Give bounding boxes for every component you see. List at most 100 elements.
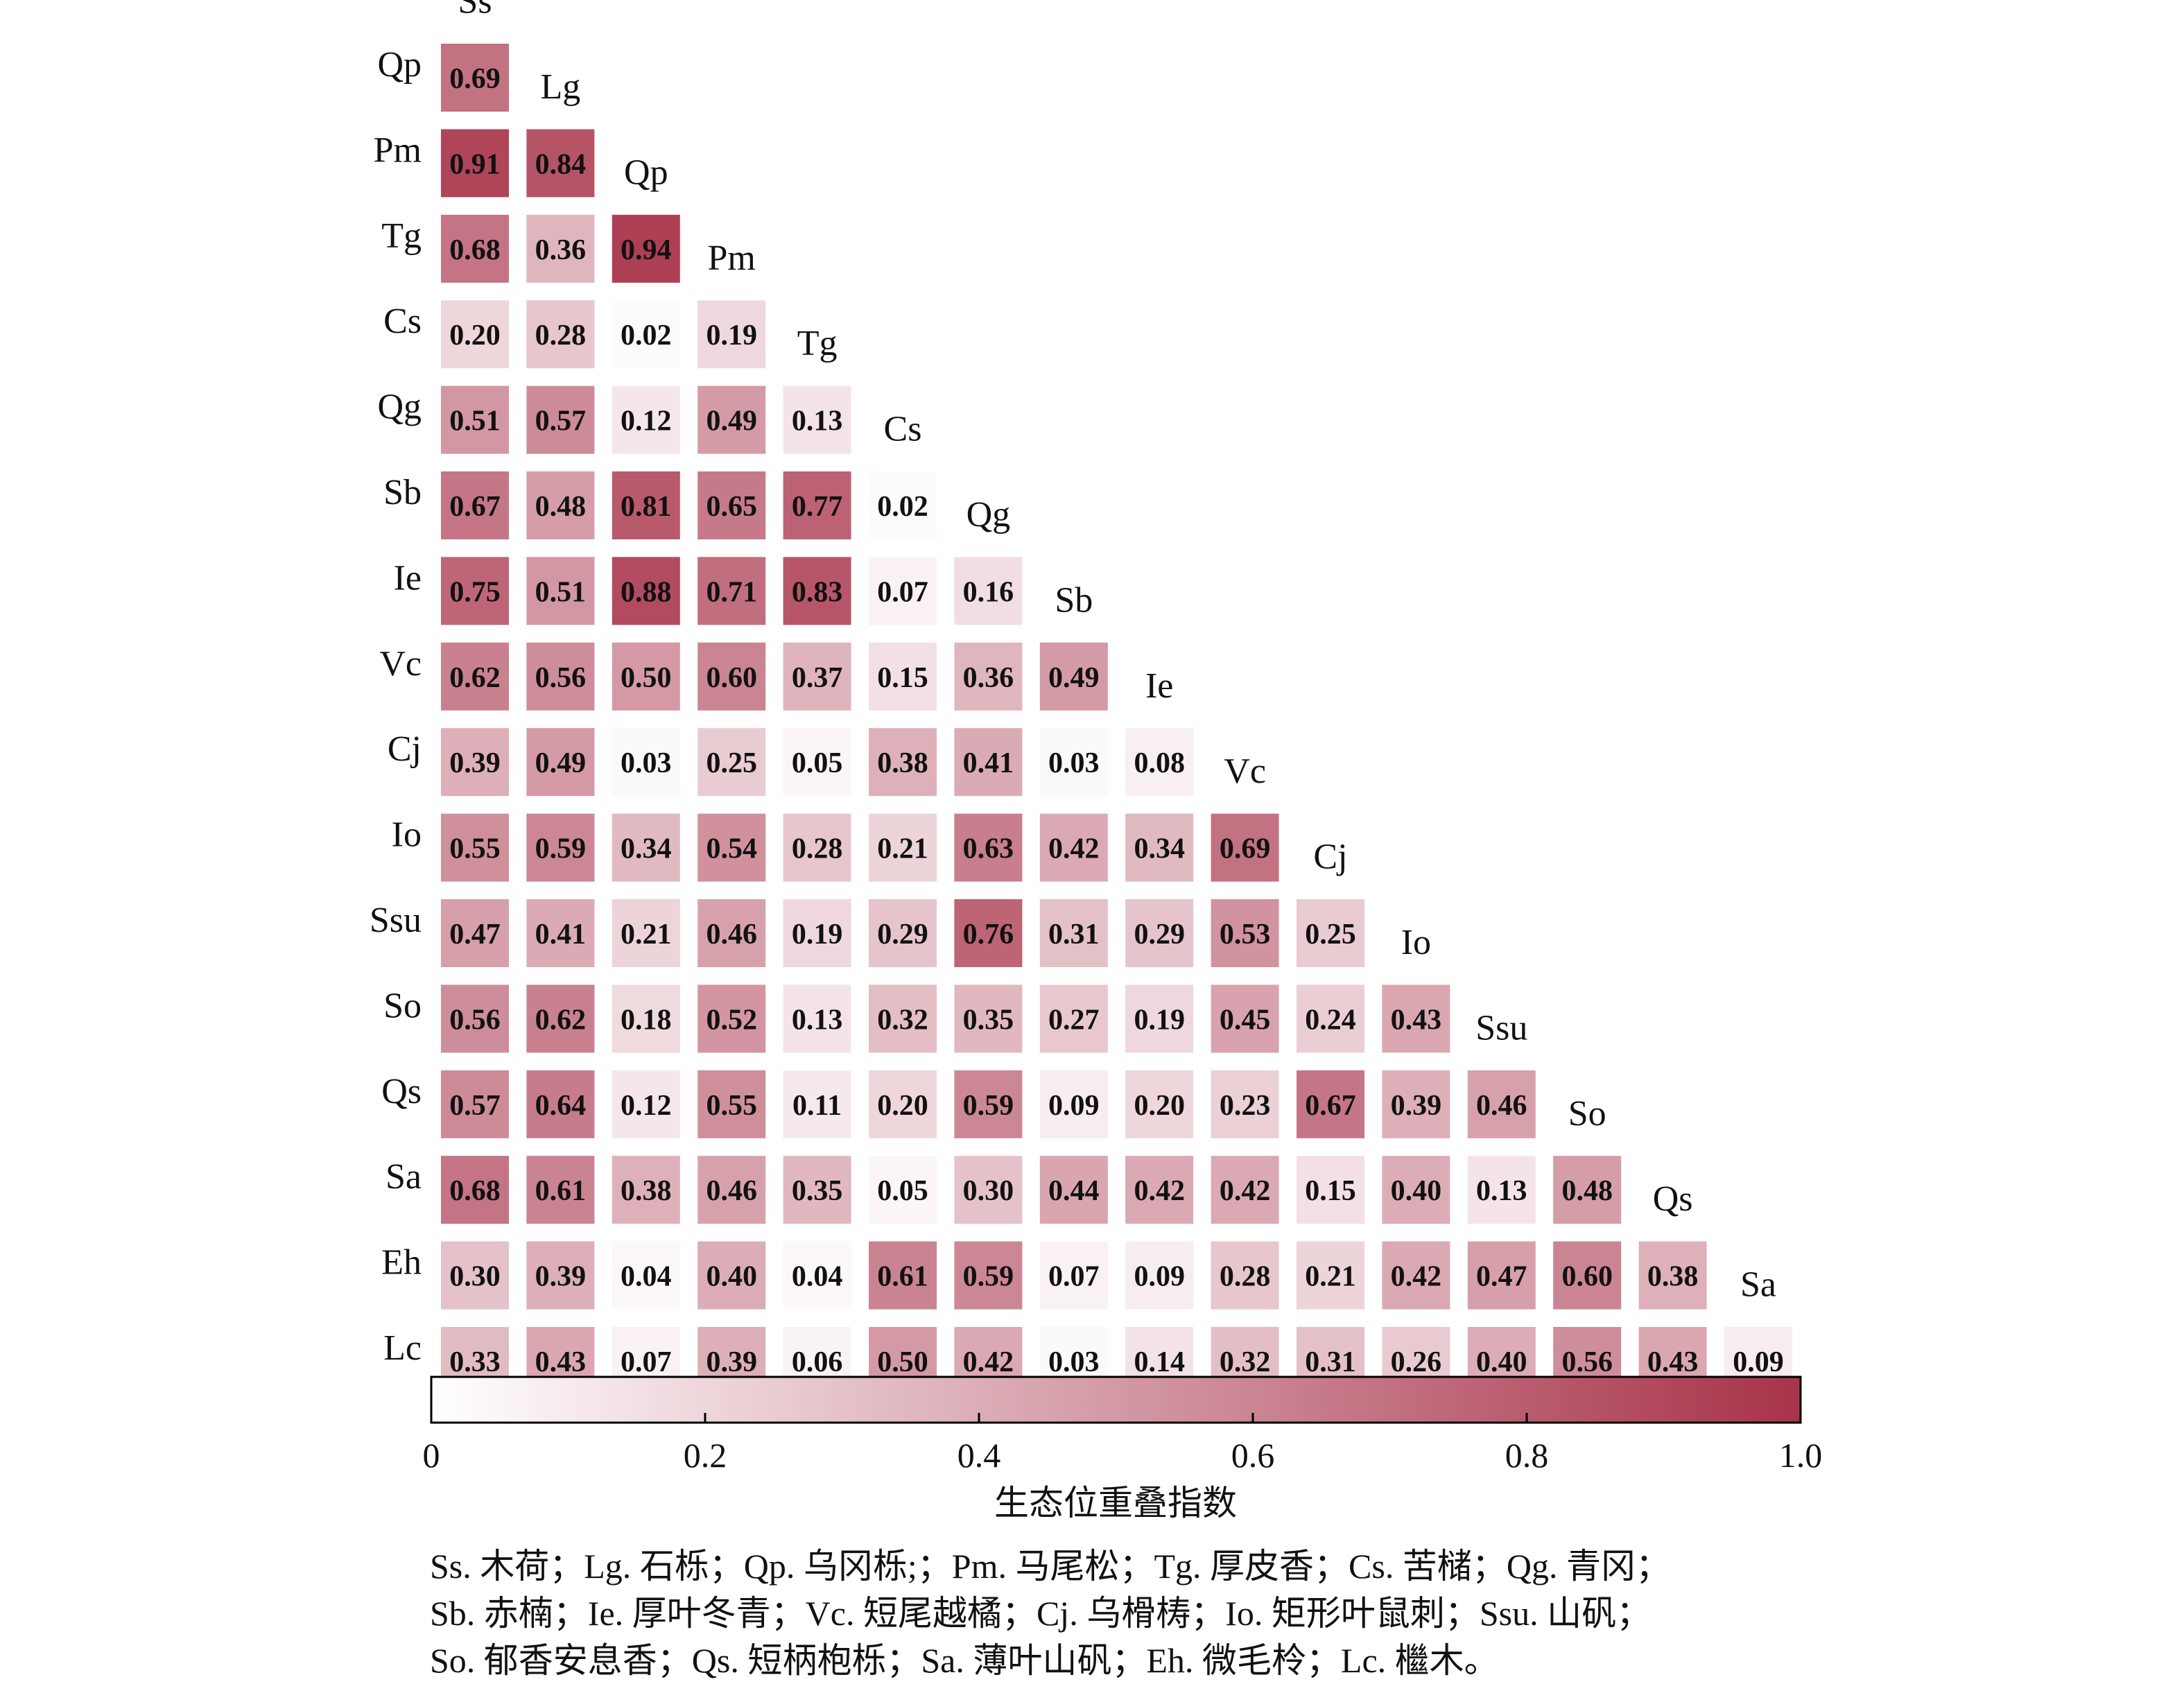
- column-label: Ssu: [1475, 1008, 1527, 1048]
- heatmap-cell: [1039, 899, 1108, 967]
- column-label: Io: [1401, 923, 1431, 962]
- cell-value-label: 0.02: [621, 320, 672, 351]
- cell-value-label: 0.60: [1561, 1261, 1613, 1293]
- note-line-1: Ss. 木荷；Lg. 石栎；Qp. 乌冈栎;；Pm. 马尾松；Tg. 厚皮香；C…: [430, 1547, 1670, 1586]
- heatmap-cell: [1211, 1156, 1279, 1224]
- row-label: Pm: [374, 130, 422, 170]
- heatmap-cell: [526, 300, 595, 369]
- cell-value-label: 0.19: [1134, 1004, 1185, 1036]
- colorbar-tick-label: 0.2: [684, 1436, 727, 1475]
- colorbar-title: 生态位重叠指数: [994, 1484, 1237, 1522]
- colorbar-tick-label: 0: [423, 1436, 440, 1475]
- heatmap-cell: [954, 642, 1023, 711]
- column-labels: Ss Lg Qp Pm Tg Cs Qg Sb Ie Vc Cj Io Ssu So Qs Sa: [458, 0, 1776, 1305]
- heatmap-cell: [954, 813, 1023, 882]
- cell-value-label: 0.56: [449, 1004, 501, 1036]
- heatmap-cell: [783, 1156, 851, 1224]
- heatmap-cell: [697, 471, 766, 539]
- cell-value-label: 0.77: [792, 491, 843, 523]
- cell-value-label: 0.49: [535, 747, 587, 779]
- cell-value-label: 0.39: [449, 747, 501, 779]
- cell-value-label: 0.36: [963, 662, 1014, 694]
- cell-value-label: 0.54: [706, 833, 757, 865]
- cell-value-label: 0.02: [877, 491, 928, 523]
- heatmap-cell: [1211, 1241, 1279, 1310]
- heatmap-cell: [697, 300, 766, 369]
- cell-value-label: 0.07: [621, 1346, 672, 1378]
- cell-value-label: 0.43: [535, 1346, 587, 1378]
- cell-value-label: 0.53: [1220, 919, 1271, 950]
- cell-value-label: 0.81: [621, 491, 672, 523]
- heatmap-cell: [869, 1156, 937, 1224]
- heatmap-cell: [1039, 1241, 1108, 1310]
- cell-value-label: 0.48: [535, 491, 587, 523]
- cell-value-label: 0.41: [535, 919, 587, 950]
- heatmap-cell: [869, 813, 937, 882]
- heatmap-cell: [1125, 728, 1194, 797]
- cell-value-label: 0.28: [1220, 1261, 1271, 1293]
- colorbar-tick-label: 1.0: [1779, 1436, 1823, 1475]
- colorbar-tick-label: 0.6: [1231, 1436, 1275, 1475]
- heatmap-cell: [441, 214, 509, 283]
- cell-value-label: 0.29: [877, 919, 928, 950]
- cell-value-label: 0.40: [1476, 1346, 1527, 1378]
- cell-value-label: 0.43: [1647, 1346, 1699, 1378]
- heatmap-cell: [441, 44, 509, 112]
- heatmap-cell: [1211, 984, 1279, 1053]
- row-label: Qs: [381, 1072, 422, 1111]
- column-label: Sb: [1055, 580, 1093, 620]
- heatmap-cell: [612, 557, 680, 625]
- cell-value-label: 0.42: [1048, 833, 1100, 865]
- heatmap-cell: [869, 899, 937, 967]
- cell-value-label: 0.59: [963, 1090, 1014, 1122]
- cell-value-label: 0.31: [1305, 1346, 1356, 1378]
- heatmap-cell: [441, 557, 509, 625]
- cell-value-label: 0.08: [1134, 747, 1185, 779]
- cell-value-label: 0.42: [1134, 1175, 1185, 1207]
- cell-value-label: 0.39: [535, 1261, 587, 1293]
- heatmap-cell: [441, 813, 509, 882]
- column-label: Qp: [624, 153, 668, 192]
- cell-value-label: 0.21: [877, 833, 928, 865]
- row-label: Eh: [381, 1243, 422, 1283]
- heatmap-cell: [697, 1070, 766, 1138]
- cell-value-label: 0.12: [621, 406, 672, 437]
- cell-value-label: 0.09: [1048, 1090, 1100, 1122]
- cell-value-label: 0.03: [1048, 1346, 1100, 1378]
- cell-value-label: 0.40: [706, 1261, 757, 1293]
- heatmap-cell: [783, 984, 851, 1053]
- cell-value-label: 0.55: [449, 833, 501, 865]
- cell-value-label: 0.62: [449, 662, 501, 694]
- row-label: Io: [392, 815, 422, 855]
- cell-value-label: 0.49: [1048, 662, 1100, 694]
- cell-value-label: 0.64: [535, 1090, 587, 1122]
- row-label: Ie: [394, 558, 422, 598]
- heatmap-cell: [869, 471, 937, 539]
- cell-value-label: 0.75: [449, 576, 501, 608]
- cell-value-label: 0.30: [963, 1175, 1014, 1207]
- cell-value-label: 0.35: [963, 1004, 1014, 1036]
- column-label: So: [1568, 1094, 1606, 1134]
- cell-value-label: 0.29: [1134, 919, 1185, 950]
- cell-value-label: 0.09: [1134, 1261, 1185, 1293]
- cell-value-label: 0.39: [1391, 1090, 1442, 1122]
- column-label: Qg: [967, 495, 1011, 535]
- cell-value-label: 0.34: [1134, 833, 1185, 865]
- heatmap-cell: [441, 471, 509, 539]
- cell-value-label: 0.71: [706, 576, 757, 608]
- heatmap-cell: [526, 471, 595, 539]
- cell-value-label: 0.46: [1476, 1090, 1527, 1122]
- heatmap-cell: [612, 642, 680, 711]
- heatmap-cell: [612, 214, 680, 283]
- heatmap-cell: [1297, 1070, 1364, 1138]
- heatmap-cell: [1211, 1070, 1279, 1138]
- heatmap-cell: [954, 1156, 1023, 1224]
- heatmap-cell: [526, 813, 595, 882]
- cell-value-label: 0.30: [449, 1261, 501, 1293]
- cell-value-label: 0.68: [449, 1175, 501, 1207]
- cell-value-label: 0.94: [621, 234, 672, 266]
- heatmap-cell: [441, 385, 509, 454]
- column-label: Ie: [1145, 666, 1173, 706]
- heatmap-cell: [1125, 899, 1194, 967]
- cell-value-label: 0.50: [877, 1346, 928, 1378]
